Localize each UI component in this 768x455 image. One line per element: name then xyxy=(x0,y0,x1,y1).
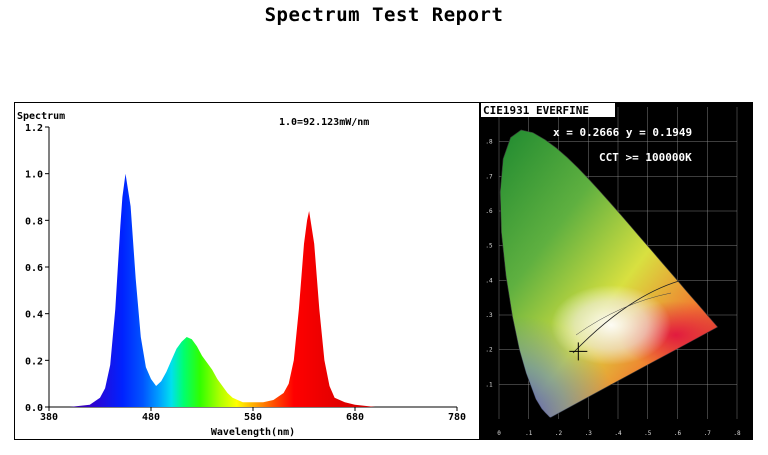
x-tick-label: 580 xyxy=(244,412,262,423)
y-tick-label: 0.6 xyxy=(25,263,43,274)
cie-diagram-panel: 0 .1 .2 .3 .4 .5 .6 .7 .8 .1 .2 .3 .4 .5 .6 .7 .8 CIE193… xyxy=(480,102,753,440)
y-tick-label: 0.8 xyxy=(25,216,43,227)
x-tick-label: .6 xyxy=(674,430,682,437)
report-title: Spectrum Test Report xyxy=(264,4,504,26)
x-tick-label: 0 xyxy=(497,430,501,437)
y-tick-label: .4 xyxy=(485,277,493,284)
y-tick-label: 1.2 xyxy=(25,123,43,134)
chromaticity-coords: x = 0.2666 y = 0.1949 xyxy=(553,126,692,139)
x-tick-label: .2 xyxy=(555,430,563,437)
y-tick-label: 0.0 xyxy=(25,403,43,414)
y-tick-label: 1.0 xyxy=(25,170,43,181)
cie-diagram: 0 .1 .2 .3 .4 .5 .6 .7 .8 .1 .2 .3 .4 .5 .6 .7 .8 CIE193… xyxy=(481,103,741,437)
x-tick-label: .1 xyxy=(525,430,533,437)
x-tick-label: 480 xyxy=(142,412,160,423)
y-tick-label: .1 xyxy=(485,381,493,388)
x-tick-label: .4 xyxy=(614,430,622,437)
y-tick-label: .5 xyxy=(485,243,493,250)
cie-title: CIE1931 EVERFINE xyxy=(483,104,589,117)
y-tick-label: 0.4 xyxy=(25,310,43,321)
x-tick-label: .3 xyxy=(585,430,593,437)
x-axis-label: Wavelength(nm) xyxy=(211,427,295,438)
spectrum-area xyxy=(49,173,457,407)
y-tick-label: .2 xyxy=(485,347,493,354)
x-tick-label: .8 xyxy=(733,430,741,437)
x-tick-label: .7 xyxy=(704,430,712,437)
y-axis-label: Spectrum xyxy=(17,111,65,122)
x-tick-label: 380 xyxy=(40,412,58,423)
y-tick-label: .3 xyxy=(485,312,493,319)
cct-readout: CCT >= 100000K xyxy=(599,151,692,164)
x-tick-label: 680 xyxy=(346,412,364,423)
scale-note: 1.0=92.123mW/nm xyxy=(279,117,369,128)
y-tick-label: 0.2 xyxy=(25,356,43,367)
y-tick-label: .7 xyxy=(485,173,493,180)
spectrum-chart: 0.0 0.2 0.4 0.6 0.8 1.0 1.2 380 480 580 680 780 Spe… xyxy=(17,111,466,438)
y-tick-label: .6 xyxy=(485,208,493,215)
spectrum-chart-panel: 0.0 0.2 0.4 0.6 0.8 1.0 1.2 380 480 580 680 780 Spe… xyxy=(14,102,480,440)
chromaticity-marker xyxy=(569,342,588,361)
y-tick-label: .8 xyxy=(485,139,493,146)
x-tick-label: .5 xyxy=(644,430,652,437)
x-tick-label: 780 xyxy=(448,412,466,423)
